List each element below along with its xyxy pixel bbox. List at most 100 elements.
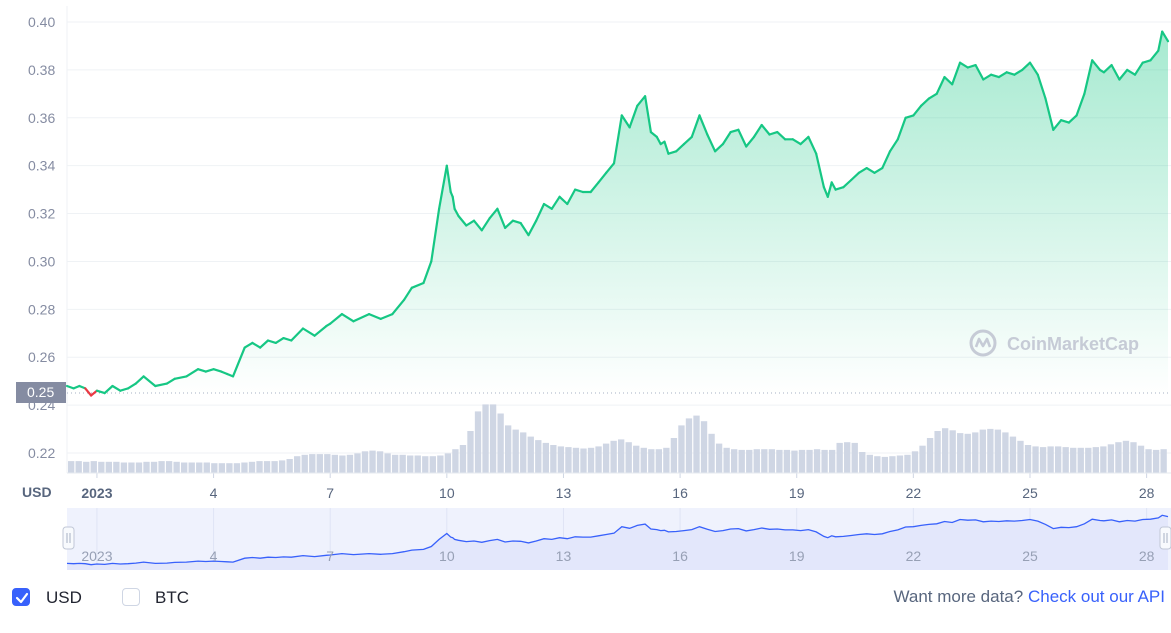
price-segment — [1118, 68, 1129, 81]
volume-bar — [731, 449, 738, 473]
volume-bar — [813, 449, 821, 473]
price-segment — [919, 97, 931, 107]
price-segment — [422, 260, 433, 285]
price-segment — [465, 219, 476, 227]
price-segment — [713, 143, 725, 153]
volume-bar — [783, 449, 791, 473]
price-segment — [558, 195, 569, 206]
volume-bar — [233, 463, 241, 473]
price-segment — [391, 298, 406, 316]
volume-bar — [324, 454, 331, 473]
price-segment — [410, 281, 425, 289]
volume-bar — [881, 456, 889, 473]
price-segment — [605, 162, 616, 174]
navigator-tick-label: 28 — [1139, 548, 1155, 564]
price-segment — [745, 135, 756, 148]
api-link[interactable]: Check out our API — [1027, 587, 1165, 606]
volume-bar — [557, 446, 565, 473]
price-segment — [573, 188, 585, 194]
price-segment — [451, 195, 456, 210]
volume-bar — [964, 433, 971, 473]
volume-bar — [580, 448, 587, 473]
price-area — [67, 31, 1168, 396]
volume-bar — [896, 455, 904, 473]
volume-bar — [987, 428, 994, 473]
price-segment — [682, 135, 693, 146]
volume-bar — [723, 447, 730, 473]
price-chart[interactable]: 0.400.380.360.340.320.300.280.260.240.22… — [0, 0, 1171, 583]
price-segment — [850, 171, 861, 182]
price-segment — [1067, 114, 1078, 124]
price-segment — [912, 104, 923, 117]
volume-bar — [994, 429, 1002, 473]
volume-bar — [256, 461, 263, 473]
price-segment — [904, 114, 915, 119]
volume-bar — [844, 442, 851, 473]
volume-bar — [165, 461, 173, 473]
volume-bar — [889, 456, 896, 473]
volume-bar — [294, 456, 301, 473]
price-segment — [643, 95, 653, 134]
navigator-left-handle[interactable] — [62, 526, 75, 550]
volume-bar — [150, 461, 158, 473]
volume-bar — [693, 415, 700, 473]
price-segment — [815, 152, 826, 189]
current-price-marker: 0.25 — [16, 382, 66, 403]
price-segment — [134, 375, 145, 385]
volume-bar — [429, 456, 436, 473]
price-segment — [527, 219, 538, 237]
volume-bar — [369, 450, 376, 473]
volume-bar — [655, 449, 663, 473]
price-segment — [1110, 63, 1121, 81]
y-tick-label: 0.30 — [28, 253, 55, 269]
price-segment — [550, 195, 561, 210]
navigator-series — [66, 508, 1169, 570]
price-segment — [873, 167, 884, 174]
volume-bar — [512, 429, 519, 473]
volume-bar — [248, 461, 256, 473]
navigator-right-handle[interactable] — [1159, 526, 1171, 550]
price-segment — [352, 313, 371, 323]
btc-checkbox-label[interactable]: BTC — [155, 588, 189, 607]
price-segment — [935, 75, 946, 95]
volume-bar — [196, 462, 203, 473]
btc-checkbox[interactable] — [122, 588, 140, 606]
x-tick-label: 19 — [789, 485, 805, 501]
navigator-tick-label: 25 — [1022, 548, 1038, 564]
volume-bar — [339, 455, 346, 473]
volume-bar — [602, 443, 610, 473]
volume-bar — [874, 456, 881, 473]
volume-bar — [68, 461, 75, 473]
price-segment — [974, 63, 985, 81]
volume-bar — [1070, 447, 1077, 473]
price-segment — [488, 207, 499, 220]
price-segment — [480, 217, 491, 232]
navigator[interactable]: 2023 4 7 10 13 16 19 22 25 28 — [62, 508, 1171, 570]
price-segment — [1091, 59, 1102, 72]
price-segment — [95, 389, 106, 395]
price-segment — [888, 138, 899, 153]
volume-bar — [173, 461, 180, 473]
usd-checkbox[interactable] — [12, 588, 30, 606]
volume-bar — [407, 455, 414, 473]
price-segment — [1021, 61, 1032, 72]
y-tick-label: 0.34 — [28, 158, 55, 174]
volume-bar — [98, 461, 105, 473]
y-tick-label: 0.38 — [28, 62, 55, 78]
price-segment — [620, 114, 631, 129]
x-tick-label: 28 — [1139, 485, 1155, 501]
price-segment — [966, 63, 977, 69]
volume-bar — [1062, 447, 1069, 473]
price-segment — [403, 286, 413, 301]
volume-bar — [633, 445, 640, 473]
navigator-ticks: 2023 4 7 10 13 16 19 22 25 28 — [81, 548, 1154, 564]
price-segment — [511, 219, 522, 225]
usd-checkbox-label[interactable]: USD — [46, 588, 82, 607]
volume-bar — [135, 462, 143, 473]
volume-bar — [391, 454, 399, 473]
volume-bar — [1054, 446, 1062, 473]
price-segment — [834, 186, 845, 191]
price-segment — [1005, 71, 1016, 76]
coinmarketcap-logo-icon — [969, 329, 997, 357]
volume-bar — [625, 442, 632, 473]
